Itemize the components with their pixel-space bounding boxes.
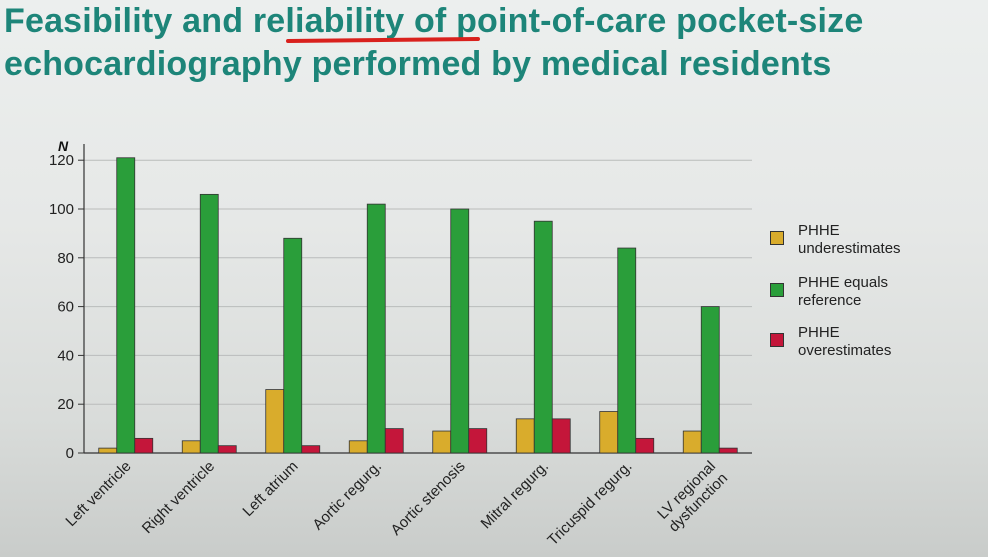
bar: [283, 237, 303, 454]
bars: [98, 157, 738, 454]
legend-label: PHHE underestimates: [798, 222, 901, 257]
bar: [98, 447, 118, 454]
bar: [450, 208, 470, 454]
y-tick-labels: 0 20 40 60 80 100 120: [49, 152, 74, 462]
y-tick-label: 20: [57, 396, 74, 413]
bar: [432, 430, 452, 454]
y-tick-label: 40: [57, 347, 74, 364]
y-tick-label: 0: [66, 445, 74, 462]
y-axis-label: N: [58, 138, 69, 154]
x-category-label: Tricuspid regurg.: [544, 458, 635, 549]
legend-swatch: [770, 283, 784, 297]
bar: [551, 418, 571, 454]
bar: [116, 157, 136, 454]
bar: [718, 447, 738, 454]
y-tick-label: 100: [49, 201, 74, 218]
bar: [515, 418, 535, 454]
bar: [217, 445, 237, 454]
bar: [301, 445, 321, 454]
bar: [682, 430, 702, 454]
bar: [384, 428, 404, 454]
bar: [468, 428, 488, 454]
legend-label: PHHE overestimates: [798, 324, 892, 359]
slide-title: Feasibility and reliability of point-of-…: [4, 2, 864, 83]
y-tick-label: 80: [57, 250, 74, 267]
bar: [199, 193, 219, 454]
legend-swatch: [770, 231, 784, 245]
legend-item: PHHE equals reference: [770, 274, 978, 310]
bar: [700, 306, 720, 454]
category-labels: Left ventricle Right ventricle Left atrium…: [62, 458, 731, 549]
x-category-label: Left ventricle: [62, 458, 134, 530]
grid-lines: [84, 159, 752, 405]
x-category-label: Right ventricle: [139, 458, 218, 537]
bar: [265, 389, 285, 454]
x-category-label: Left atrium: [239, 458, 301, 520]
bar: [134, 437, 154, 454]
x-category-label: LV regionaldysfunction: [653, 458, 731, 536]
bar: [533, 220, 553, 454]
chart-axes: [78, 144, 752, 454]
y-tick-label: 60: [57, 299, 74, 316]
x-category-label: Aortic regurg.: [309, 458, 385, 534]
bar: [617, 247, 637, 454]
legend-item: PHHE overestimates: [770, 324, 978, 360]
bar: [366, 203, 386, 454]
bar: [635, 437, 655, 454]
x-category-label: Mitral regurg.: [478, 458, 553, 533]
legend-item: PHHE underestimates: [770, 222, 978, 258]
legend-swatch: [770, 333, 784, 347]
legend-label: PHHE equals reference: [798, 274, 889, 309]
y-tick-label: 120: [49, 152, 74, 169]
bar: [181, 440, 201, 454]
bar: [348, 440, 368, 454]
bar: [599, 411, 619, 454]
x-category-label: Aortic stenosis: [388, 458, 469, 539]
